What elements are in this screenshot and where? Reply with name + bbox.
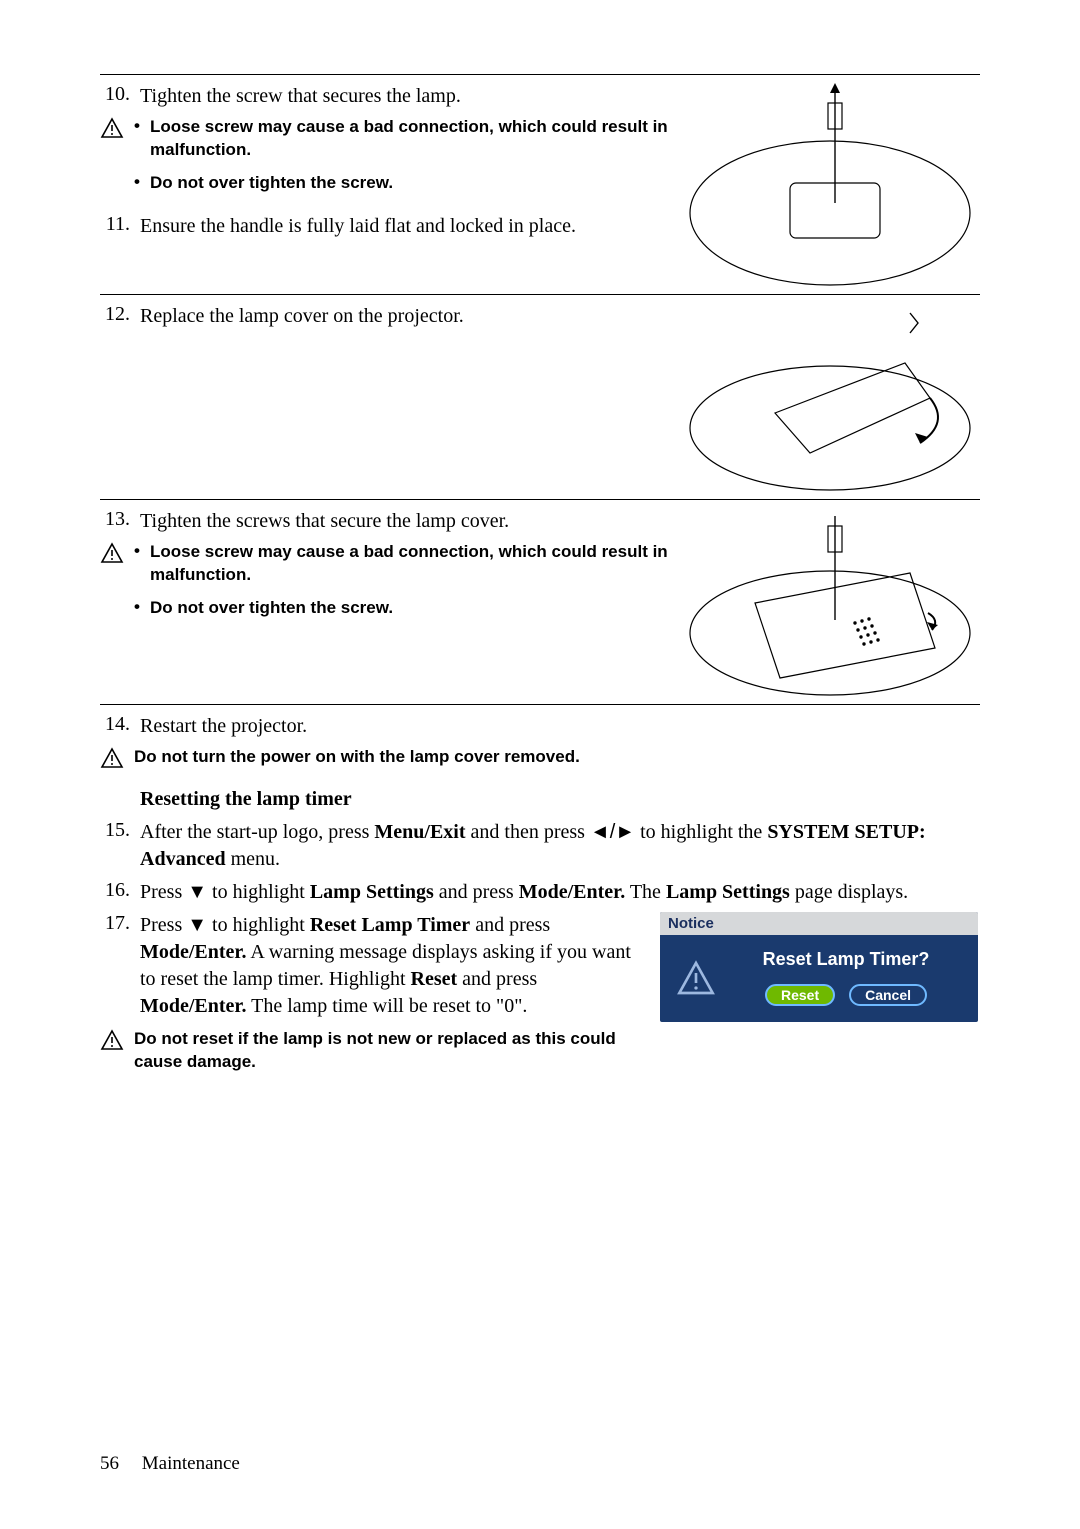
step-number: 14. [100, 713, 140, 736]
bullet: • [134, 541, 150, 561]
page-footer: 56 Maintenance [100, 1453, 240, 1475]
illustration-lamp-screw [680, 83, 980, 288]
warning-icon [100, 1028, 124, 1052]
warning-icon [100, 746, 124, 770]
warning-icon [100, 541, 124, 565]
divider [100, 74, 980, 75]
bullet: • [134, 116, 150, 136]
dialog-question: Reset Lamp Timer? [728, 949, 964, 970]
step-text: After the start-up logo, press Menu/Exit… [140, 819, 980, 873]
reset-lamp-dialog: Notice Reset Lamp Timer? Reset Cancel [660, 912, 978, 1022]
divider [100, 294, 980, 295]
step-text: Replace the lamp cover on the projector. [140, 303, 668, 330]
step-number: 12. [100, 303, 140, 326]
step-number: 15. [100, 819, 140, 842]
bullet: • [134, 597, 150, 617]
divider [100, 704, 980, 705]
step-number: 10. [100, 83, 140, 106]
step-text: Tighten the screws that secure the lamp … [140, 508, 668, 535]
illustration-lamp-cover [680, 303, 980, 493]
warning-icon [100, 116, 124, 140]
page-number: 56 [100, 1453, 119, 1475]
warning-icon [676, 958, 716, 998]
reset-button[interactable]: Reset [765, 984, 835, 1006]
step-number: 11. [100, 213, 140, 236]
step-number: 17. [100, 912, 140, 935]
bullet: • [134, 172, 150, 192]
warning-text: Do not over tighten the screw. [150, 172, 668, 195]
step-number: 13. [100, 508, 140, 531]
step-text: Press ▼ to highlight Reset Lamp Timer an… [140, 912, 642, 1022]
warning-text: Loose screw may cause a bad connection, … [150, 541, 668, 587]
step-text: Restart the projector. [140, 713, 980, 740]
dialog-title: Notice [660, 912, 978, 935]
subheading: Resetting the lamp timer [140, 788, 980, 811]
illustration-cover-screw [680, 508, 980, 698]
warning-text: Do not reset if the lamp is not new or r… [134, 1028, 654, 1074]
warning-text: Loose screw may cause a bad connection, … [150, 116, 668, 162]
cancel-button[interactable]: Cancel [849, 984, 927, 1006]
divider [100, 499, 980, 500]
step-text: Tighten the screw that secures the lamp. [140, 83, 668, 110]
warning-text: Do not over tighten the screw. [150, 597, 668, 620]
step-text: Press ▼ to highlight Lamp Settings and p… [140, 879, 980, 906]
section-name: Maintenance [142, 1453, 240, 1474]
step-text: Ensure the handle is fully laid flat and… [140, 213, 668, 240]
step-number: 16. [100, 879, 140, 902]
warning-text: Do not turn the power on with the lamp c… [134, 746, 980, 769]
